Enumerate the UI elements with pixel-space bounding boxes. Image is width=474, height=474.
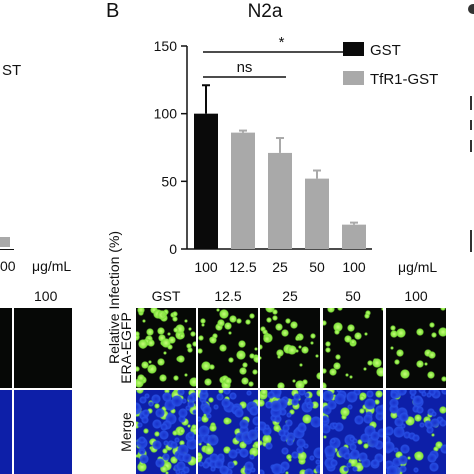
- micrograph-row-label-0: ERA-EGFP: [118, 312, 134, 384]
- bar-0: [194, 113, 218, 250]
- x-tick-label-1: 12.5: [229, 259, 256, 275]
- x-tick-label-0: 100: [194, 259, 218, 275]
- micrograph-column-label-0: GST: [151, 288, 181, 304]
- legend-label-1: TfR1-GST: [370, 71, 438, 88]
- bar-4: [342, 224, 366, 249]
- left-micrograph-green-b: [14, 308, 72, 388]
- bar-2: [268, 152, 292, 249]
- y-tick-label: 50: [161, 173, 177, 189]
- micrograph-egfp-0: [136, 308, 196, 388]
- micrograph-row-label-1: Merge: [118, 412, 134, 452]
- left-micrograph-merge-b: [14, 390, 72, 474]
- left-unit-label: μg/mL: [32, 258, 72, 274]
- x-tick-label-3: 50: [309, 259, 325, 275]
- significance-label-1: ns: [237, 59, 253, 76]
- legend-swatch-0: [343, 42, 364, 56]
- micrograph-egfp-4: [386, 308, 446, 388]
- left-micrograph-merge-a: [0, 390, 12, 474]
- panel-letter: B: [106, 0, 120, 22]
- x-tick-label-4: 100: [342, 259, 366, 275]
- micrograph-column-label-2: 25: [282, 288, 298, 304]
- bar-chart: 0 50 100 150 100 12.5 25 50 100 μg/mL * ns GST TfR1-G…: [154, 34, 439, 275]
- micrograph-merge-1: [198, 390, 258, 474]
- micrograph-column-label-3: 50: [345, 288, 361, 304]
- micrograph-merge-3: [323, 390, 383, 474]
- micrograph-egfp-2: [260, 308, 320, 388]
- legend-label-0: GST: [370, 42, 401, 59]
- bar-3: [305, 178, 329, 249]
- left-micrograph-green-a: [0, 308, 12, 388]
- chart-title: N2a: [247, 1, 283, 22]
- bar-1: [231, 132, 255, 249]
- x-unit-label: μg/mL: [398, 259, 437, 275]
- y-tick-label: 150: [154, 38, 178, 54]
- left-column-label: 100: [34, 288, 58, 304]
- left-tick-fragment: 00: [0, 258, 16, 274]
- significance-label-0: *: [279, 34, 285, 51]
- micrograph-merge-0: [136, 390, 196, 474]
- micrograph-column-label-1: 12.5: [214, 288, 242, 304]
- left-axis-fragment: [0, 249, 14, 250]
- left-legend-fragment: ST: [2, 62, 22, 79]
- right-panel-fragment: [462, 0, 474, 474]
- y-tick-label: 0: [169, 241, 177, 257]
- x-tick-label-2: 25: [272, 259, 288, 275]
- micrograph-egfp-3: [323, 308, 383, 388]
- micrograph-egfp-1: [198, 308, 258, 388]
- micrograph-column-label-4: 100: [404, 288, 428, 304]
- micrograph-merge-4: [386, 390, 446, 474]
- legend-swatch-1: [343, 71, 364, 85]
- micrograph-merge-2: [260, 390, 320, 474]
- left-bar-fragment: [0, 237, 10, 247]
- y-tick-label: 100: [154, 106, 178, 122]
